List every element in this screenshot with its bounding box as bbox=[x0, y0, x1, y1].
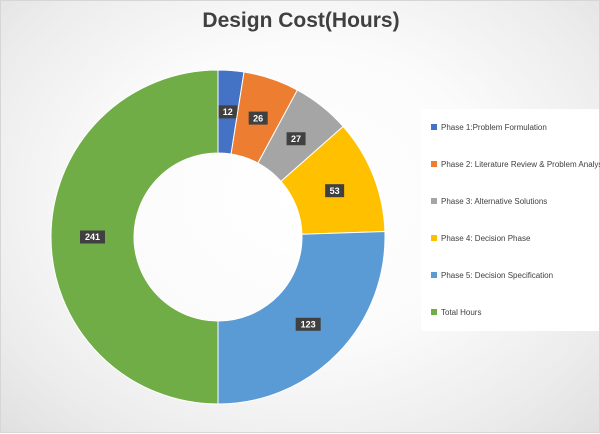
legend-label: Phase 4: Decision Phase bbox=[441, 233, 531, 243]
legend-label: Phase 3: Alternative Solutions bbox=[441, 196, 548, 206]
legend-item-phase-2-literature-review-problem-analysis: Phase 2: Literature Review & Problem Ana… bbox=[431, 157, 600, 171]
legend-item-phase-1-problem-formulation: Phase 1:Problem Formulation bbox=[431, 120, 547, 134]
data-label-box bbox=[325, 184, 345, 198]
data-label-phase-2-literature-review-problem-analysis: 26 bbox=[248, 111, 268, 125]
legend-item-phase-5-decision-specification: Phase 5: Decision Specification bbox=[431, 268, 553, 282]
data-label-phase-5-decision-specification: 123 bbox=[295, 317, 321, 331]
legend-label: Phase 1:Problem Formulation bbox=[441, 122, 547, 132]
legend-swatch bbox=[431, 272, 437, 278]
legend-swatch bbox=[431, 235, 437, 241]
legend-swatch bbox=[431, 309, 437, 315]
data-label-text: 27 bbox=[291, 134, 301, 144]
legend-item-total-hours: Total Hours bbox=[431, 305, 481, 319]
data-label-phase-1-problem-formulation: 12 bbox=[218, 105, 238, 119]
legend-item-phase-4-decision-phase: Phase 4: Decision Phase bbox=[431, 231, 530, 245]
data-label-text: 12 bbox=[223, 107, 233, 117]
chart-title: Design Cost(Hours) bbox=[202, 9, 400, 32]
legend-label: Total Hours bbox=[441, 307, 482, 317]
donut-slice-total-hours bbox=[50, 69, 219, 405]
data-label-text: 241 bbox=[85, 232, 100, 242]
data-label-box bbox=[248, 111, 268, 125]
data-label-box bbox=[295, 317, 321, 331]
legend-label: Phase 2: Literature Review & Problem Ana… bbox=[441, 159, 600, 169]
data-label-box bbox=[80, 230, 105, 244]
legend-swatch bbox=[431, 161, 437, 167]
legend-swatch bbox=[431, 198, 437, 204]
legend-label: Phase 5: Decision Specification bbox=[441, 270, 554, 280]
data-label-phase-3-alternative-solutions: 27 bbox=[286, 132, 306, 146]
data-label-box bbox=[286, 132, 306, 146]
legend: Phase 1:Problem Formulation Phase 2: Lite… bbox=[421, 109, 600, 331]
data-label-text: 53 bbox=[330, 186, 340, 196]
legend-item-phase-3-alternative-solutions: Phase 3: Alternative Solutions bbox=[431, 194, 547, 208]
data-label-box bbox=[218, 105, 238, 119]
legend-swatch bbox=[431, 124, 437, 130]
donut-slice-phase-5-decision-specification bbox=[217, 231, 386, 405]
data-label-total-hours: 241 bbox=[80, 230, 105, 244]
data-label-text: 26 bbox=[253, 113, 263, 123]
data-label-text: 123 bbox=[301, 319, 316, 329]
data-label-phase-4-decision-phase: 53 bbox=[325, 184, 345, 198]
